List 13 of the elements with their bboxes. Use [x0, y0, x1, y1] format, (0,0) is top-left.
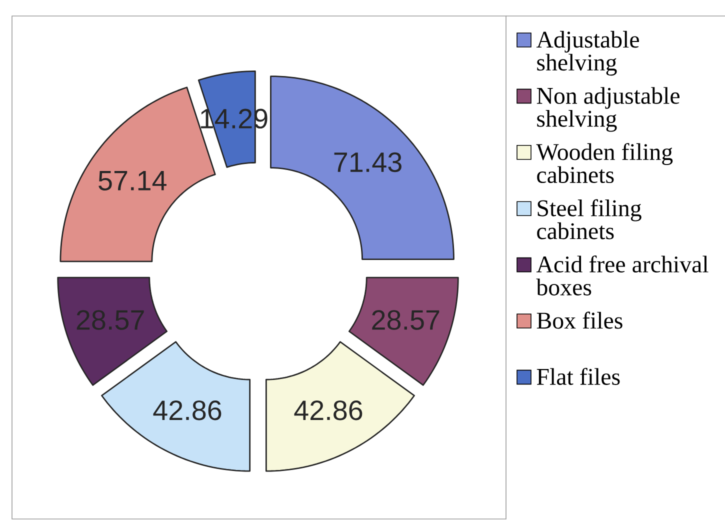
- legend-label: Box files: [536, 312, 622, 329]
- data-label: 28.57: [372, 310, 440, 330]
- data-label: 28.57: [76, 310, 144, 330]
- legend-label: Flat files: [536, 368, 620, 385]
- data-label: 42.86: [294, 400, 362, 420]
- legend-label: Acid free archival boxes: [536, 255, 708, 296]
- legend-label: Wooden filing cabinets: [536, 143, 673, 184]
- legend-label: Steel filing cabinets: [537, 199, 642, 240]
- data-label: 71.43: [334, 152, 402, 172]
- legend-label: Adjustable shelving: [536, 30, 639, 76]
- data-label: 57.14: [98, 171, 166, 190]
- legend-label: Non adjustable shelving: [536, 87, 680, 132]
- data-label: 42.86: [153, 400, 222, 420]
